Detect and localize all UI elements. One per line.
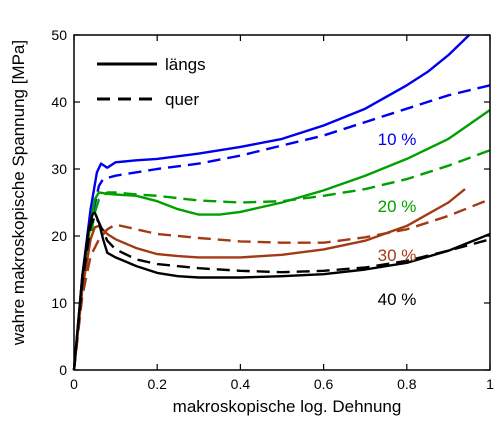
- series-10-quer-line: [72, 84, 491, 371]
- series-40-laengs-line: [72, 211, 491, 371]
- x-tick-label: 0.4: [231, 376, 251, 392]
- x-tick-label: 0.8: [397, 376, 417, 392]
- y-tick-label: 40: [51, 94, 67, 110]
- legend: längs quer: [97, 55, 206, 109]
- y-tick-label: 50: [51, 27, 67, 43]
- y-tick-label: 30: [51, 161, 67, 177]
- x-tick-label: 0.2: [147, 376, 167, 392]
- series-label-30-percent: 30 %: [378, 246, 417, 265]
- x-tick-label: 0: [70, 376, 78, 392]
- plot-frame: [73, 34, 491, 371]
- series-30-quer-line: [72, 198, 491, 371]
- series-label-10-percent: 10 %: [378, 130, 417, 149]
- y-tick-label: 10: [51, 295, 67, 311]
- series-layer: [72, 34, 491, 371]
- series-20-laengs-line: [72, 109, 491, 371]
- series-10-laengs-line: [72, 34, 471, 371]
- series-20-quer-line: [72, 149, 491, 371]
- series-label-20-percent: 20 %: [378, 197, 417, 216]
- series-label-40-percent: 40 %: [378, 290, 417, 309]
- legend-label-laengs: längs: [165, 55, 206, 74]
- series-30-laengs-line: [72, 188, 466, 371]
- series-labels: 10 % 20 % 30 % 40 %: [378, 130, 417, 309]
- legend-label-quer: quer: [165, 90, 199, 109]
- series-40-quer-line: [72, 214, 491, 371]
- y-axis-title: wahre makroskopische Spannung [MPa]: [9, 40, 28, 346]
- y-tick-label: 20: [51, 228, 67, 244]
- x-tick-label: 0.6: [314, 376, 334, 392]
- y-tick-label: 0: [59, 362, 67, 378]
- x-axis-title: makroskopische log. Dehnung: [173, 397, 402, 416]
- x-tick-label: 1: [486, 376, 494, 392]
